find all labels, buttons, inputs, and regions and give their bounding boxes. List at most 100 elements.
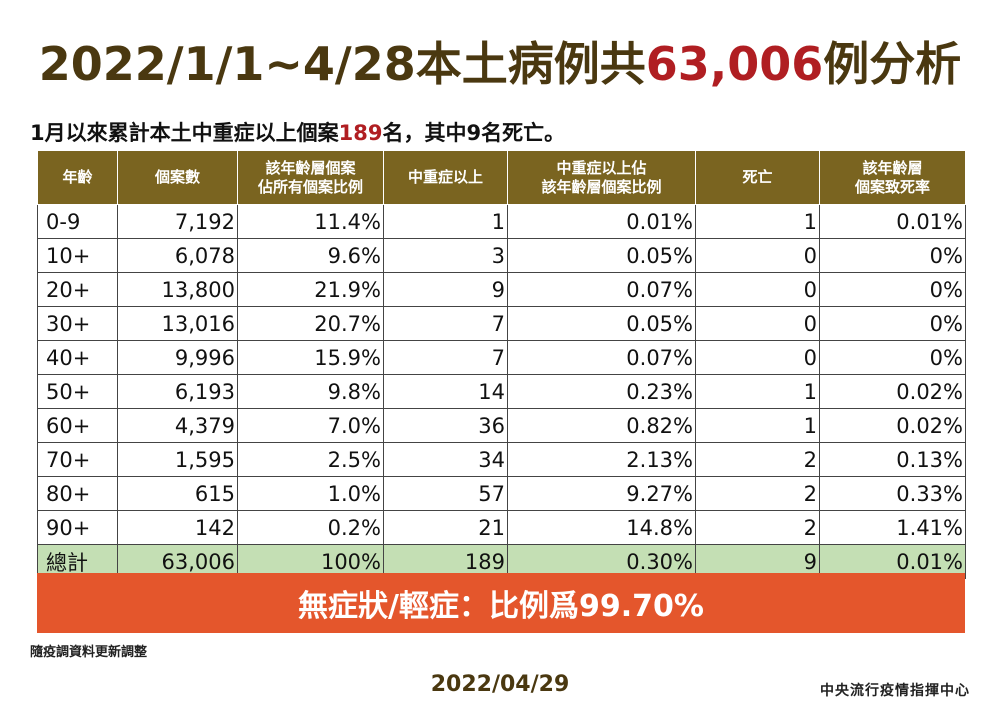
- table-cell: 1.0%: [237, 476, 384, 511]
- subtitle: 1月以來累計本土中重症以上個案189名，其中9名死亡。: [30, 117, 565, 147]
- footnote: 隨疫調資料更新調整: [30, 645, 148, 660]
- table-cell: 0.07%: [507, 340, 696, 375]
- table-cell: 0.07%: [507, 272, 696, 307]
- table-cell: 7: [383, 340, 508, 375]
- column-header: 死亡: [695, 150, 820, 205]
- table-cell: 0.13%: [819, 442, 966, 477]
- table-cell: 10+: [37, 238, 118, 273]
- table-cell: 2.5%: [237, 442, 384, 477]
- table-cell: 0.01%: [819, 204, 966, 239]
- table-cell: 15.9%: [237, 340, 384, 375]
- table-cell: 1,595: [117, 442, 238, 477]
- table-cell: 0.33%: [819, 476, 966, 511]
- table-row: 0-9 7,192 11.4% 1 0.01% 1 0.01%: [37, 204, 966, 239]
- title-prefix: 2022/1/1~4/28本土病例共: [38, 37, 646, 91]
- table-cell: 9,996: [117, 340, 238, 375]
- table-cell: 0: [695, 272, 820, 307]
- mild-case-banner: 無症狀/輕症：比例爲99.70%: [37, 573, 965, 633]
- title-suffix: 例分析: [823, 37, 962, 91]
- table-cell: 0%: [819, 272, 966, 307]
- column-header: 該年齡層個案 佔所有個案比例: [237, 150, 384, 205]
- table-cell: 4,379: [117, 408, 238, 443]
- table-cell: 2.13%: [507, 442, 696, 477]
- table-cell: 0.01%: [507, 204, 696, 239]
- table-cell: 20+: [37, 272, 118, 307]
- table-cell: 80+: [37, 476, 118, 511]
- table-row: 20+ 13,800 21.9% 9 0.07% 0 0%: [37, 272, 966, 307]
- table-cell: 0: [695, 306, 820, 341]
- table-cell: 57: [383, 476, 508, 511]
- subtitle-prefix: 1月以來累計本土中重症以上個案: [30, 121, 339, 145]
- table-header-row: 年齡 個案數 該年齡層個案 佔所有個案比例 中重症以上 中重症以上佔 該年齡層個案比例 死亡該…: [37, 150, 966, 205]
- table-cell: 11.4%: [237, 204, 384, 239]
- table-cell: 0.2%: [237, 510, 384, 545]
- table-cell: 0: [695, 238, 820, 273]
- age-analysis-table: 年齡 個案數 該年齡層個案 佔所有個案比例 中重症以上 中重症以上佔 該年齡層個案比例 死亡該…: [37, 150, 966, 579]
- column-header: 年齡: [37, 150, 118, 205]
- table-cell: 0.23%: [507, 374, 696, 409]
- table-cell: 60+: [37, 408, 118, 443]
- table-cell: 0.02%: [819, 408, 966, 443]
- table-cell: 1: [383, 204, 508, 239]
- table-row: 70+ 1,595 2.5% 34 2.13% 2 0.13%: [37, 442, 966, 477]
- table-cell: 21: [383, 510, 508, 545]
- table-cell: 0.02%: [819, 374, 966, 409]
- table-cell: 70+: [37, 442, 118, 477]
- publish-date: 2022/04/29: [430, 672, 570, 697]
- table-cell: 0.05%: [507, 238, 696, 273]
- organization-name: 中央流行疫情指揮中心: [820, 683, 970, 699]
- table-cell: 0.82%: [507, 408, 696, 443]
- table-cell: 13,800: [117, 272, 238, 307]
- column-header: 個案數: [117, 150, 238, 205]
- table-cell: 21.9%: [237, 272, 384, 307]
- table-cell: 13,016: [117, 306, 238, 341]
- table-cell: 2: [695, 442, 820, 477]
- table-cell: 6,193: [117, 374, 238, 409]
- table-cell: 0%: [819, 340, 966, 375]
- table-cell: 1: [695, 408, 820, 443]
- title-highlight: 63,006: [645, 37, 824, 91]
- table-cell: 14: [383, 374, 508, 409]
- table-cell: 1: [695, 204, 820, 239]
- table-cell: 0%: [819, 238, 966, 273]
- table-cell: 1.41%: [819, 510, 966, 545]
- subtitle-suffix: 名，其中9名死亡。: [382, 121, 566, 145]
- table-cell: 9.8%: [237, 374, 384, 409]
- table-cell: 7: [383, 306, 508, 341]
- table-cell: 1: [695, 374, 820, 409]
- table-cell: 0.05%: [507, 306, 696, 341]
- table-cell: 36: [383, 408, 508, 443]
- table-cell: 40+: [37, 340, 118, 375]
- table-cell: 0-9: [37, 204, 118, 239]
- table-row: 90+ 142 0.2% 21 14.8% 2 1.41%: [37, 510, 966, 545]
- table-cell: 0: [695, 340, 820, 375]
- table-body: 0-9 7,192 11.4% 1 0.01% 1 0.01% 10+ 6,078 9.6% 3 0.…: [37, 204, 966, 579]
- subtitle-highlight: 189: [338, 121, 383, 145]
- table-cell: 2: [695, 510, 820, 545]
- table-cell: 2: [695, 476, 820, 511]
- table-cell: 615: [117, 476, 238, 511]
- table-cell: 14.8%: [507, 510, 696, 545]
- table-cell: 50+: [37, 374, 118, 409]
- column-header: 中重症以上佔 該年齡層個案比例: [507, 150, 696, 205]
- table-cell: 7,192: [117, 204, 238, 239]
- table-cell: 9.6%: [237, 238, 384, 273]
- table-cell: 3: [383, 238, 508, 273]
- table-cell: 9.27%: [507, 476, 696, 511]
- table-row: 80+ 615 1.0% 57 9.27% 2 0.33%: [37, 476, 966, 511]
- table-row: 50+ 6,193 9.8% 14 0.23% 1 0.02%: [37, 374, 966, 409]
- table-cell: 0%: [819, 306, 966, 341]
- table-row: 10+ 6,078 9.6% 3 0.05% 0 0%: [37, 238, 966, 273]
- table-row: 40+ 9,996 15.9% 7 0.07% 0 0%: [37, 340, 966, 375]
- table-cell: 9: [383, 272, 508, 307]
- table-cell: 90+: [37, 510, 118, 545]
- column-header: 中重症以上: [383, 150, 508, 205]
- page-title: 2022/1/1~4/28本土病例共63,006例分析: [0, 28, 1000, 94]
- table-cell: 6,078: [117, 238, 238, 273]
- table-cell: 7.0%: [237, 408, 384, 443]
- table-cell: 142: [117, 510, 238, 545]
- table-row: 30+ 13,016 20.7% 7 0.05% 0 0%: [37, 306, 966, 341]
- column-header: 該年齡層 個案致死率: [819, 150, 966, 205]
- table-cell: 34: [383, 442, 508, 477]
- table-row: 60+ 4,379 7.0% 36 0.82% 1 0.02%: [37, 408, 966, 443]
